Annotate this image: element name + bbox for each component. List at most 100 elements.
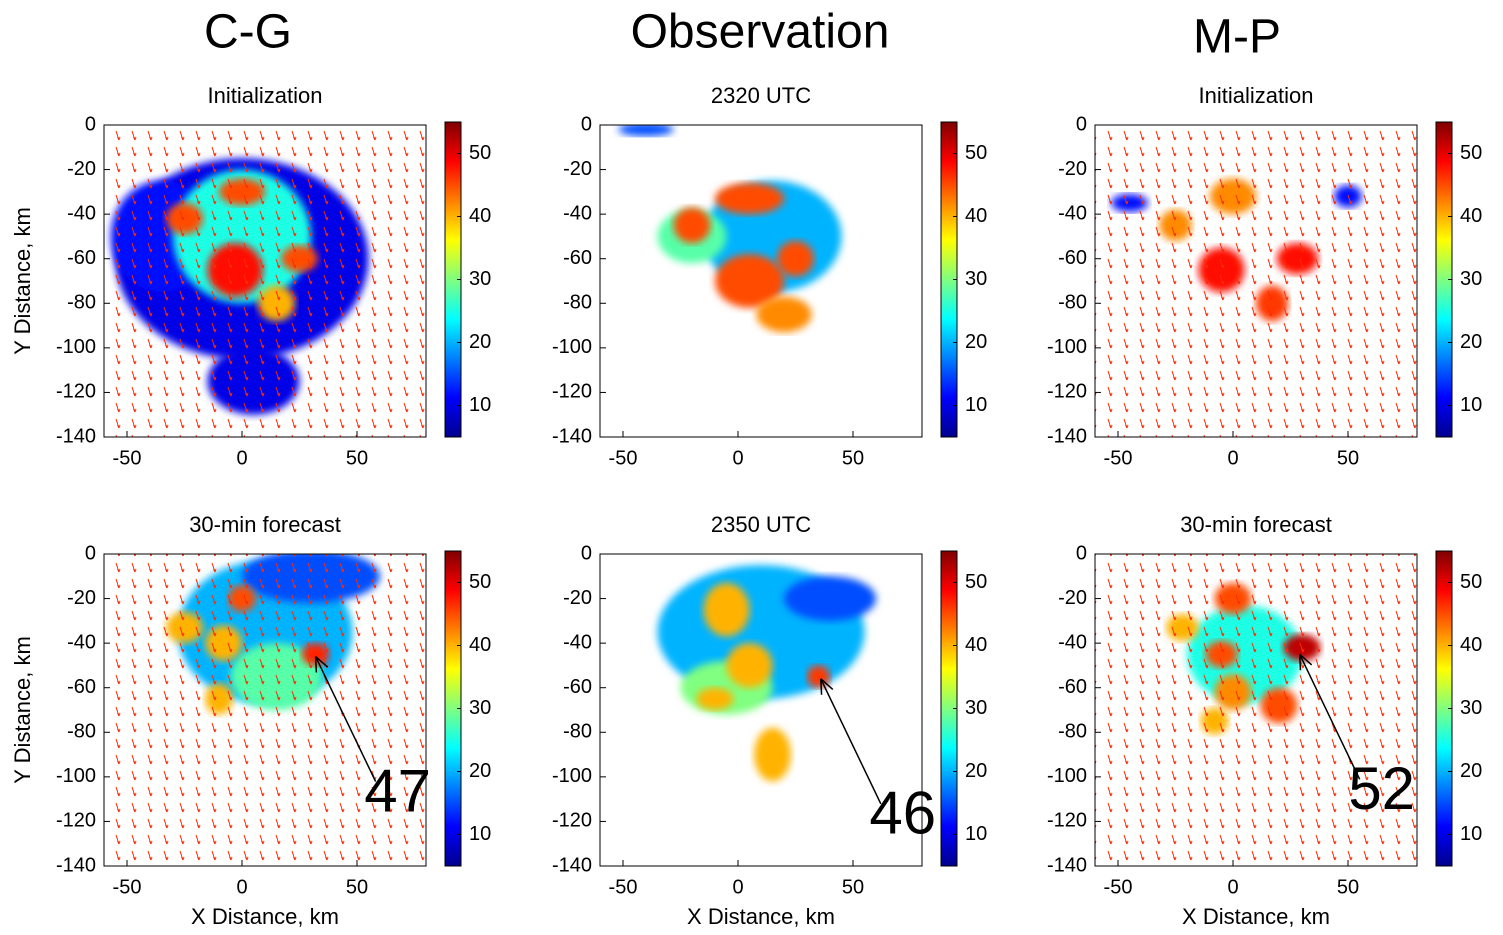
colorbar-tick-label: 10	[965, 823, 987, 845]
colorbar-tick-label: 30	[1460, 268, 1482, 290]
colorbar-tick-label: 20	[965, 760, 987, 782]
y-tick-label: -60	[1058, 676, 1087, 698]
arrow-head	[1298, 654, 1302, 671]
x-tick-label: 50	[842, 447, 864, 469]
y-tick-label: -40	[563, 631, 592, 653]
colorbar-tick-label: 50	[965, 571, 987, 593]
x-tick-label: 50	[1337, 447, 1359, 469]
y-tick-label: -60	[563, 247, 592, 269]
y-tick-label: -60	[67, 247, 96, 269]
colorbar-tick-label: 20	[1460, 331, 1482, 353]
y-tick-label: 0	[1076, 113, 1087, 135]
y-tick-label: -80	[1058, 292, 1087, 314]
colorbar-tick-label: 30	[469, 697, 491, 719]
y-tick-label: 0	[85, 113, 96, 135]
panel-title: Initialization	[1199, 83, 1314, 108]
panel-title: 2320 UTC	[711, 83, 811, 108]
arrow-head	[314, 656, 318, 673]
y-tick-label: -100	[56, 765, 96, 787]
panel-title: 30-min forecast	[1180, 512, 1332, 537]
y-tick-label: -80	[563, 292, 592, 314]
x-tick-label: 0	[236, 876, 247, 898]
colorbar-tick-label: 50	[1460, 571, 1482, 593]
y-tick-label: -40	[67, 631, 96, 653]
panel-title: Initialization	[208, 83, 323, 108]
x-tick-label: -50	[113, 447, 142, 469]
x-tick-label: -50	[1104, 447, 1133, 469]
annotation-label: 52	[1348, 755, 1415, 822]
y-tick-label: -40	[563, 202, 592, 224]
y-tick-label: -140	[552, 854, 592, 876]
y-tick-label: -20	[1058, 158, 1087, 180]
y-tick-label: -120	[552, 381, 592, 403]
y-tick-label: 0	[85, 542, 96, 564]
colorbar-tick-label: 10	[469, 823, 491, 845]
y-tick-label: -20	[67, 158, 96, 180]
y-tick-label: -80	[1058, 721, 1087, 743]
x-tick-label: -50	[609, 876, 638, 898]
y-tick-label: -140	[1047, 425, 1087, 447]
reflectivity-cell	[696, 687, 734, 710]
axes-box	[1094, 124, 1418, 438]
x-tick-label: 50	[346, 447, 368, 469]
colorbar-tick-label: 30	[469, 268, 491, 290]
annotation-label: 47	[364, 757, 431, 824]
x-axis-label: X Distance, km	[1182, 904, 1330, 929]
column-title: Observation	[631, 6, 890, 59]
column-title: M-P	[1193, 11, 1281, 64]
reflectivity-cell	[756, 296, 812, 333]
x-tick-label: -50	[609, 447, 638, 469]
annotation-arrow	[314, 656, 377, 782]
reflectivity-cell	[715, 182, 784, 215]
arrow-head	[820, 678, 834, 690]
panel-title: 30-min forecast	[189, 512, 341, 537]
y-tick-label: -20	[1058, 587, 1087, 609]
y-tick-label: -100	[56, 336, 96, 358]
y-tick-label: -120	[56, 381, 96, 403]
x-tick-label: 0	[1227, 447, 1238, 469]
colorbar-tick-label: 40	[1460, 634, 1482, 656]
y-tick-label: -60	[67, 676, 96, 698]
y-axis-label: Y Distance, km	[10, 636, 35, 784]
reflectivity-cell	[715, 254, 784, 308]
field	[104, 554, 426, 866]
y-tick-label: -100	[1047, 336, 1087, 358]
panel-title: 2350 UTC	[711, 512, 811, 537]
y-tick-label: -80	[67, 721, 96, 743]
colorbar-tick-label: 40	[1460, 205, 1482, 227]
y-tick-label: 0	[581, 113, 592, 135]
field	[1095, 125, 1417, 437]
x-tick-label: 0	[732, 876, 743, 898]
y-tick-label: -40	[1058, 202, 1087, 224]
x-tick-label: 50	[842, 876, 864, 898]
y-tick-label: -140	[56, 854, 96, 876]
axes-box	[103, 124, 427, 438]
axes-box	[1094, 553, 1418, 867]
annotation-arrow	[1299, 653, 1361, 780]
y-tick-label: 0	[1076, 542, 1087, 564]
wind-vectors	[1095, 125, 1417, 437]
field	[1095, 554, 1417, 866]
colorbar-tick-label: 50	[1460, 142, 1482, 164]
y-tick-label: -20	[67, 587, 96, 609]
reflectivity-cell	[726, 643, 773, 688]
colorbar-tick-label: 50	[965, 142, 987, 164]
y-tick-label: -80	[563, 721, 592, 743]
y-tick-label: -100	[1047, 765, 1087, 787]
arrow-head	[820, 678, 823, 695]
reflectivity-cell	[703, 582, 750, 637]
y-tick-label: -120	[552, 810, 592, 832]
x-tick-label: -50	[1104, 876, 1133, 898]
column-title: C-G	[204, 6, 292, 59]
reflectivity-cell	[618, 125, 674, 137]
y-tick-label: -120	[56, 810, 96, 832]
y-tick-label: -80	[67, 292, 96, 314]
annotation-arrow	[820, 678, 882, 805]
field	[618, 125, 842, 333]
field	[104, 125, 426, 437]
colorbar-tick-label: 10	[469, 394, 491, 416]
y-tick-label: -140	[552, 425, 592, 447]
colorbar-tick-label: 10	[1460, 394, 1482, 416]
y-tick-label: -40	[67, 202, 96, 224]
